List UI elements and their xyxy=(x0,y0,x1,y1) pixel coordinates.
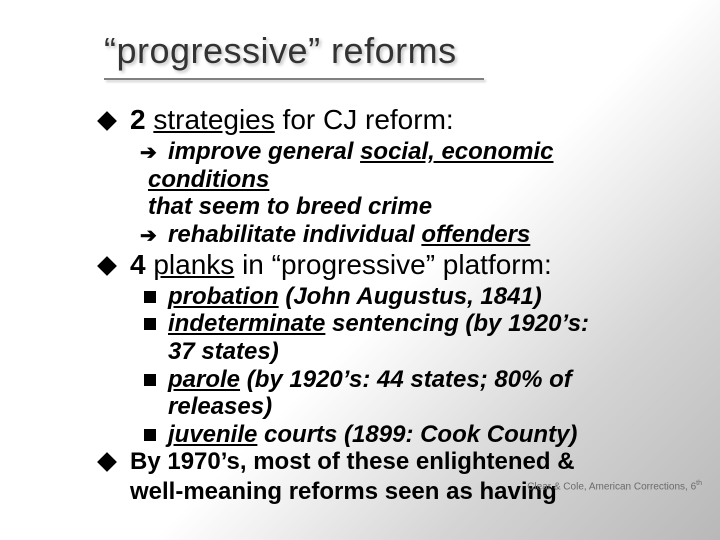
arrow-bullet-icon: ➔ xyxy=(140,225,157,248)
plank-ul: indeterminate xyxy=(168,310,325,337)
planks-count: 4 xyxy=(130,249,153,280)
strategies-count: 2 xyxy=(130,104,153,135)
plank-ul: juvenile xyxy=(168,421,257,448)
sub-improve-line1: ➔ improve general social, economic xyxy=(100,138,680,166)
plank-rest: (by 1920’s: 44 states; 80% of xyxy=(240,366,572,393)
diamond-bullet-icon xyxy=(97,111,117,131)
diamond-bullet-icon xyxy=(97,452,117,472)
plank-item-indeterminate: indeterminate sentencing (by 1920’s: xyxy=(100,310,680,338)
plank-item-indeterminate-cont: 37 states) xyxy=(100,338,680,366)
footer-sup: th xyxy=(696,480,702,487)
slide: “progressive” reforms 2 strategies for C… xyxy=(0,0,720,540)
bullet-strategies: 2 strategies for CJ reform: xyxy=(100,104,680,136)
plank-item-probation: probation (John Augustus, 1841) xyxy=(100,283,680,311)
plank-rest: sentencing (by 1920’s: xyxy=(325,310,589,337)
planks-suffix: in “progressive” platform: xyxy=(234,249,551,280)
plank-item-juvenile: juvenile courts (1899: Cook County) xyxy=(100,421,680,449)
rehab-pre: rehabilitate individual xyxy=(168,221,421,248)
planks-keyword: planks xyxy=(153,249,234,280)
footer-text: Clear & Cole, American Corrections, 6 xyxy=(527,481,696,492)
slide-content: 2 strategies for CJ reform: ➔ improve ge… xyxy=(0,80,720,506)
plank-ul: probation xyxy=(168,283,279,310)
improve-pre: improve general xyxy=(168,138,360,165)
square-bullet-icon xyxy=(144,374,156,386)
footer-citation: Clear & Cole, American Corrections, 6th xyxy=(527,480,702,492)
improve-ul1: social, economic xyxy=(360,138,553,165)
strategies-suffix: for CJ reform: xyxy=(275,104,454,135)
square-bullet-icon xyxy=(144,429,156,441)
by1970s-line1: By 1970’s, most of these enlightened & xyxy=(130,448,575,475)
plank-rest: courts (1899: Cook County) xyxy=(257,421,577,448)
sub-improve-line3: that seem to breed crime xyxy=(100,193,680,221)
square-bullet-icon xyxy=(144,291,156,303)
bullet-planks: 4 planks in “progressive” platform: xyxy=(100,249,680,281)
improve-ul2: conditions xyxy=(148,166,269,193)
by1970s-line2: well-meaning reforms seen as having xyxy=(130,478,557,505)
plank-rest: (John Augustus, 1841) xyxy=(279,283,542,310)
sub-rehabilitate: ➔ rehabilitate individual offenders xyxy=(100,221,680,249)
strategies-keyword: strategies xyxy=(153,104,274,135)
square-bullet-icon xyxy=(144,318,156,330)
slide-title: “progressive” reforms xyxy=(0,30,720,72)
arrow-bullet-icon: ➔ xyxy=(140,142,157,165)
rehab-ul: offenders xyxy=(421,221,530,248)
diamond-bullet-icon xyxy=(97,256,117,276)
plank-ul: parole xyxy=(168,366,240,393)
plank-item-parole-cont: releases) xyxy=(100,393,680,421)
bullet-by1970s: By 1970’s, most of these enlightened & xyxy=(100,448,680,476)
sub-improve-line2: conditions xyxy=(100,166,680,194)
plank-item-parole: parole (by 1920’s: 44 states; 80% of xyxy=(100,366,680,394)
